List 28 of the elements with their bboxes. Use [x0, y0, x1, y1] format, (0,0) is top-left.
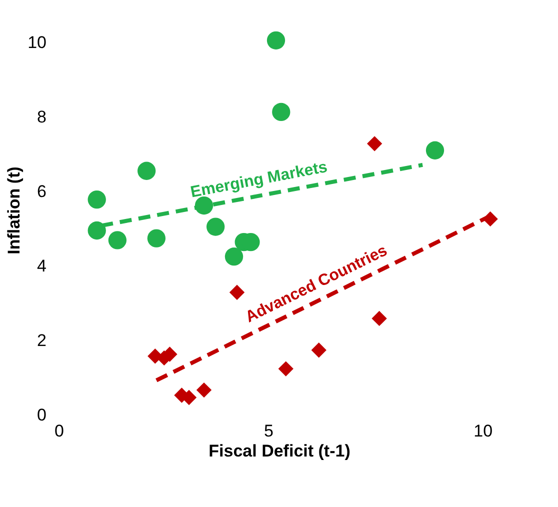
point	[272, 102, 290, 122]
point	[206, 218, 225, 236]
point	[372, 310, 387, 326]
point	[426, 141, 444, 160]
x-tick-label: 5	[264, 422, 274, 440]
point	[266, 31, 286, 50]
y-tick-label: 2	[37, 330, 46, 350]
y-axis-title: Inflation (t)	[4, 166, 24, 254]
x-axis-title: Fiscal Deficit (t-1)	[208, 442, 350, 460]
y-tick-label: 10	[28, 32, 46, 52]
y-tick-label: 4	[37, 256, 46, 276]
point	[229, 284, 245, 300]
point	[137, 162, 156, 180]
point	[224, 248, 244, 266]
text: Emerging Markets	[189, 158, 329, 202]
x-tick-label: 10	[474, 422, 493, 440]
point	[147, 229, 166, 248]
point	[108, 231, 127, 250]
point	[88, 190, 106, 209]
point	[196, 382, 212, 398]
x-tick-label: 0	[54, 422, 64, 440]
y-tick-label: 0	[37, 406, 46, 424]
y-tick-label: 8	[37, 107, 46, 126]
point	[311, 342, 326, 358]
point	[278, 361, 294, 376]
y-tick-label: 6	[37, 182, 46, 201]
point	[88, 221, 106, 240]
point	[366, 136, 382, 152]
